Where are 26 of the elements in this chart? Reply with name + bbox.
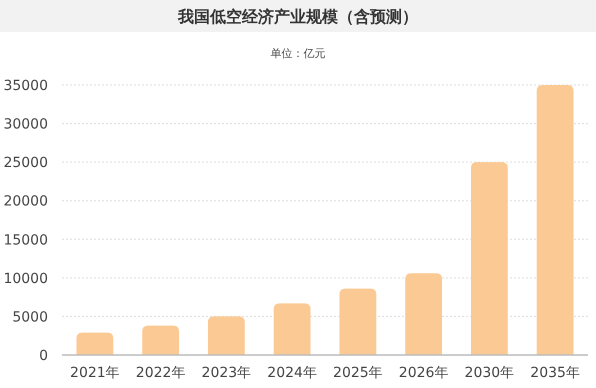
y-tick-label: 35000 (3, 78, 48, 94)
bar (536, 85, 574, 355)
x-tick-label: 2021年 (70, 365, 120, 381)
x-tick-label: 2022年 (136, 365, 186, 381)
bar (208, 316, 245, 355)
y-tick-label: 10000 (3, 270, 48, 287)
x-tick-label: 2025年 (333, 365, 383, 381)
y-tick-label: 30000 (3, 116, 48, 133)
chart-subtitle: 单位：亿元 (270, 47, 326, 60)
x-tick-label: 2026年 (398, 365, 448, 381)
y-tick-label: 20000 (3, 194, 48, 210)
y-tick-label: 25000 (3, 155, 48, 172)
x-tick-label: 2024年 (267, 365, 317, 381)
bar (274, 303, 311, 355)
x-tick-label: 2030年 (464, 365, 514, 381)
x-tick-label: 2023年 (202, 365, 252, 381)
y-tick-label: 5000 (12, 309, 48, 326)
x-tick-label: 2035年 (530, 365, 580, 381)
y-tick-label: 15000 (3, 232, 48, 248)
y-tick-label: 0 (39, 348, 48, 364)
chart-title: 我国低空经济产业规模（含预测） (177, 7, 418, 26)
bar (142, 326, 180, 355)
bar (405, 273, 442, 355)
bar (76, 332, 114, 355)
bar (470, 162, 508, 355)
bar (339, 288, 376, 355)
